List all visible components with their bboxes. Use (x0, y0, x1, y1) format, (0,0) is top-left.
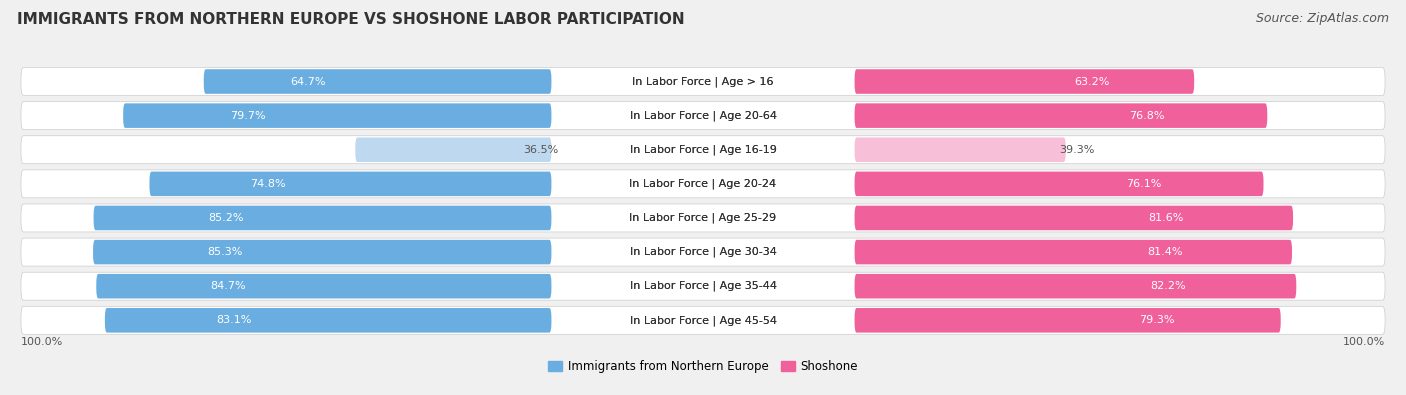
Text: 64.7%: 64.7% (291, 77, 326, 87)
Text: In Labor Force | Age > 16: In Labor Force | Age > 16 (633, 76, 773, 87)
Text: In Labor Force | Age 16-19: In Labor Force | Age 16-19 (630, 145, 776, 155)
FancyBboxPatch shape (855, 274, 1296, 299)
Text: 84.7%: 84.7% (209, 281, 246, 291)
FancyBboxPatch shape (105, 308, 551, 333)
Text: In Labor Force | Age 45-54: In Labor Force | Age 45-54 (630, 315, 776, 325)
Text: IMMIGRANTS FROM NORTHERN EUROPE VS SHOSHONE LABOR PARTICIPATION: IMMIGRANTS FROM NORTHERN EUROPE VS SHOSH… (17, 12, 685, 27)
Text: In Labor Force | Age 20-64: In Labor Force | Age 20-64 (630, 110, 776, 121)
Text: In Labor Force | Age 30-34: In Labor Force | Age 30-34 (630, 247, 776, 257)
FancyBboxPatch shape (855, 240, 1292, 264)
FancyBboxPatch shape (855, 206, 1294, 230)
FancyBboxPatch shape (21, 204, 1385, 232)
Text: 85.3%: 85.3% (208, 247, 243, 257)
Text: 100.0%: 100.0% (21, 337, 63, 348)
FancyBboxPatch shape (356, 137, 551, 162)
FancyBboxPatch shape (855, 69, 1194, 94)
FancyBboxPatch shape (149, 171, 551, 196)
Text: 76.1%: 76.1% (1126, 179, 1161, 189)
Text: In Labor Force | Age 35-44: In Labor Force | Age 35-44 (630, 281, 776, 292)
FancyBboxPatch shape (21, 136, 1385, 164)
Text: 85.2%: 85.2% (208, 213, 243, 223)
Text: In Labor Force | Age 35-44: In Labor Force | Age 35-44 (630, 281, 776, 292)
Text: 36.5%: 36.5% (523, 145, 558, 155)
Text: 74.8%: 74.8% (250, 179, 285, 189)
Text: 81.4%: 81.4% (1147, 247, 1182, 257)
Text: In Labor Force | Age 16-19: In Labor Force | Age 16-19 (630, 145, 776, 155)
FancyBboxPatch shape (21, 102, 1385, 130)
Text: In Labor Force | Age 20-24: In Labor Force | Age 20-24 (630, 179, 776, 189)
FancyBboxPatch shape (21, 272, 1385, 300)
FancyBboxPatch shape (124, 103, 551, 128)
FancyBboxPatch shape (93, 240, 551, 264)
FancyBboxPatch shape (96, 274, 551, 299)
Text: 63.2%: 63.2% (1074, 77, 1109, 87)
Text: In Labor Force | Age 25-29: In Labor Force | Age 25-29 (630, 213, 776, 223)
FancyBboxPatch shape (204, 69, 551, 94)
Text: In Labor Force | Age 25-29: In Labor Force | Age 25-29 (630, 213, 776, 223)
FancyBboxPatch shape (21, 170, 1385, 198)
Text: In Labor Force | Age 45-54: In Labor Force | Age 45-54 (630, 315, 776, 325)
Text: 39.3%: 39.3% (1059, 145, 1094, 155)
FancyBboxPatch shape (21, 68, 1385, 96)
Text: 100.0%: 100.0% (1343, 337, 1385, 348)
FancyBboxPatch shape (855, 103, 1267, 128)
Text: 79.7%: 79.7% (231, 111, 266, 120)
FancyBboxPatch shape (855, 171, 1264, 196)
Text: 82.2%: 82.2% (1150, 281, 1185, 291)
FancyBboxPatch shape (21, 238, 1385, 266)
FancyBboxPatch shape (855, 308, 1281, 333)
Legend: Immigrants from Northern Europe, Shoshone: Immigrants from Northern Europe, Shoshon… (543, 355, 863, 378)
Text: 81.6%: 81.6% (1149, 213, 1184, 223)
Text: 83.1%: 83.1% (217, 315, 252, 325)
Text: In Labor Force | Age 20-64: In Labor Force | Age 20-64 (630, 110, 776, 121)
FancyBboxPatch shape (21, 307, 1385, 334)
Text: 79.3%: 79.3% (1139, 315, 1174, 325)
Text: Source: ZipAtlas.com: Source: ZipAtlas.com (1256, 12, 1389, 25)
Text: In Labor Force | Age 30-34: In Labor Force | Age 30-34 (630, 247, 776, 257)
Text: 76.8%: 76.8% (1129, 111, 1164, 120)
Text: In Labor Force | Age 20-24: In Labor Force | Age 20-24 (630, 179, 776, 189)
Text: In Labor Force | Age > 16: In Labor Force | Age > 16 (633, 76, 773, 87)
FancyBboxPatch shape (855, 137, 1066, 162)
FancyBboxPatch shape (94, 206, 551, 230)
